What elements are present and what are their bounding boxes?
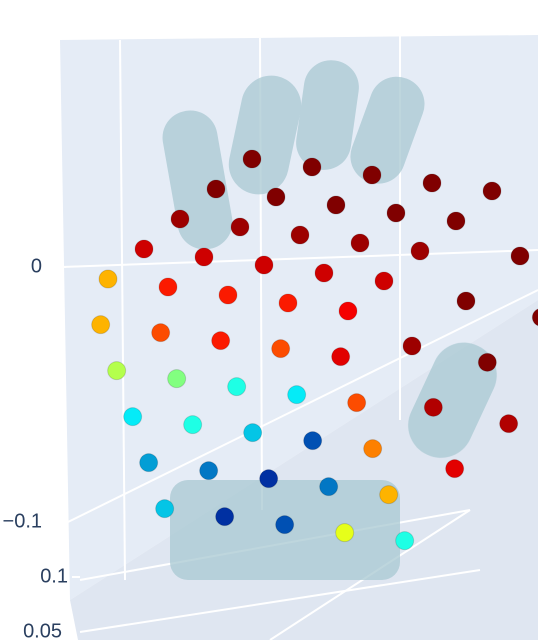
point: [107, 361, 127, 381]
point: [243, 423, 263, 443]
point: [183, 415, 203, 435]
point: [254, 255, 274, 275]
point: [456, 291, 476, 311]
point: [287, 385, 307, 405]
point: [303, 431, 323, 451]
point: [331, 347, 351, 367]
grid-line: [67, 289, 538, 523]
point: [338, 301, 358, 321]
point: [379, 485, 399, 505]
point: [531, 308, 538, 327]
point: [215, 507, 235, 527]
point: [151, 323, 171, 343]
point: [167, 369, 187, 389]
point: [266, 187, 286, 207]
point: [319, 477, 339, 497]
grid-line: [79, 569, 481, 633]
point: [326, 195, 346, 215]
point: [499, 414, 519, 434]
point: [402, 336, 422, 356]
axis-ticks: 0 −0.1 0.1 0.05: [3, 255, 80, 640]
point: [218, 285, 238, 305]
point: [314, 263, 334, 283]
y-tick-label: 0.05: [23, 620, 62, 640]
point: [170, 209, 190, 229]
grid-line: [61, 249, 538, 268]
point: [275, 515, 295, 535]
point: [302, 157, 322, 177]
grid-line: [119, 39, 126, 581]
point: [194, 247, 214, 267]
point: [158, 277, 178, 297]
point: [98, 269, 118, 289]
finger: [350, 76, 425, 184]
point: [134, 239, 154, 259]
finger: [296, 60, 359, 170]
point: [423, 397, 443, 417]
point: [199, 461, 219, 481]
point: [206, 179, 226, 199]
point: [259, 469, 279, 489]
point: [395, 531, 415, 551]
point: [510, 246, 530, 266]
point: [362, 165, 382, 185]
point: [410, 241, 430, 261]
point: [230, 217, 250, 237]
point: [278, 293, 298, 313]
point: [155, 499, 175, 519]
point: [374, 271, 394, 291]
point: [350, 233, 370, 253]
point: [242, 149, 262, 169]
point-cloud: [91, 149, 538, 551]
y-tick-label: 0.1: [40, 565, 68, 587]
z-tick-label: −0.1: [3, 510, 42, 532]
point: [290, 225, 310, 245]
point: [363, 439, 383, 459]
point: [386, 203, 406, 223]
point: [211, 331, 231, 351]
point: [446, 211, 466, 231]
point: [335, 523, 355, 543]
point: [422, 173, 442, 193]
point: [477, 352, 497, 372]
point: [123, 407, 143, 427]
point: [139, 453, 159, 473]
point: [347, 393, 367, 413]
point: [482, 181, 502, 201]
point: [227, 377, 247, 397]
thumb: [408, 342, 497, 458]
point: [445, 459, 465, 479]
point: [91, 315, 111, 335]
z-tick-label: 0: [31, 255, 42, 277]
point: [271, 339, 291, 359]
